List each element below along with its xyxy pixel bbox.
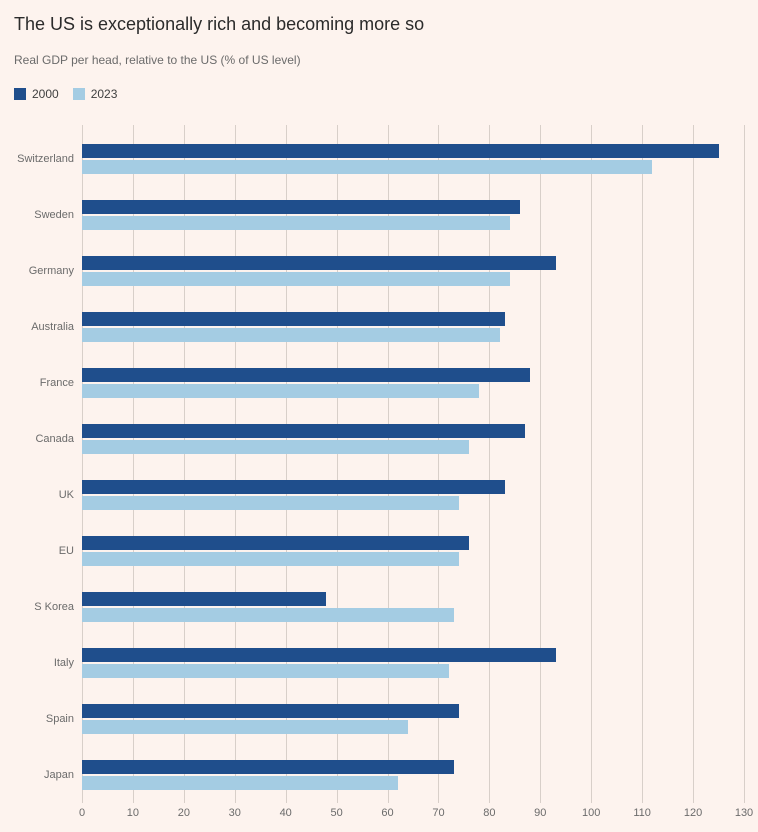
legend: 2000 2023	[14, 87, 744, 101]
gridline	[744, 125, 745, 803]
legend-swatch-2023	[73, 88, 85, 100]
legend-label-2000: 2000	[32, 87, 59, 101]
x-tick-label: 60	[381, 807, 393, 819]
bar-group	[82, 355, 744, 411]
y-tick-label: EU	[59, 545, 74, 557]
bar-2000	[82, 648, 556, 662]
y-tick-label: France	[40, 377, 74, 389]
bar-2023	[82, 776, 398, 790]
y-tick-label: Canada	[35, 433, 74, 445]
x-tick-label: 130	[735, 807, 753, 819]
bar-2000	[82, 592, 326, 606]
bar-group	[82, 691, 744, 747]
y-tick-label: Sweden	[34, 209, 74, 221]
bar-2023	[82, 160, 652, 174]
bar-group	[82, 411, 744, 467]
y-tick-label: S Korea	[34, 601, 74, 613]
x-tick-label: 80	[483, 807, 495, 819]
bar-2023	[82, 664, 449, 678]
plot-area: Switzerland Sweden Germany Australia France C…	[14, 125, 744, 805]
bar-2023	[82, 384, 479, 398]
x-tick-label: 110	[633, 807, 651, 819]
chart-container: The US is exceptionally rich and becomin…	[0, 0, 758, 832]
x-tick-label: 0	[79, 807, 85, 819]
chart-subtitle: Real GDP per head, relative to the US (%…	[14, 53, 744, 67]
bar-2000	[82, 368, 530, 382]
bar-2000	[82, 312, 505, 326]
bar-group	[82, 579, 744, 635]
bar-group	[82, 187, 744, 243]
y-tick-label: UK	[59, 489, 74, 501]
y-tick-label: Japan	[44, 769, 74, 781]
bar-2023	[82, 720, 408, 734]
bar-group	[82, 635, 744, 691]
bar-2000	[82, 536, 469, 550]
bar-2023	[82, 496, 459, 510]
bar-2023	[82, 440, 469, 454]
x-tick-label: 10	[127, 807, 139, 819]
y-axis-labels: Switzerland Sweden Germany Australia France C…	[14, 125, 82, 805]
x-tick-label: 30	[229, 807, 241, 819]
bar-2000	[82, 200, 520, 214]
bar-2000	[82, 424, 525, 438]
bar-2000	[82, 144, 719, 158]
x-tick-label: 100	[582, 807, 600, 819]
bar-2000	[82, 704, 459, 718]
x-axis: 0102030405060708090100110120130	[82, 803, 744, 823]
y-tick-label: Germany	[29, 265, 74, 277]
bar-group	[82, 243, 744, 299]
bar-group	[82, 523, 744, 579]
bar-group	[82, 467, 744, 523]
x-tick-label: 90	[534, 807, 546, 819]
bar-2023	[82, 216, 510, 230]
bar-group	[82, 747, 744, 803]
legend-label-2023: 2023	[91, 87, 118, 101]
y-tick-label: Italy	[54, 657, 74, 669]
bar-2023	[82, 272, 510, 286]
bar-2023	[82, 552, 459, 566]
x-tick-label: 50	[330, 807, 342, 819]
bar-group	[82, 131, 744, 187]
bar-group	[82, 299, 744, 355]
x-tick-label: 120	[684, 807, 702, 819]
bar-2000	[82, 760, 454, 774]
y-tick-label: Switzerland	[17, 153, 74, 165]
bar-2023	[82, 328, 500, 342]
bar-2023	[82, 608, 454, 622]
chart-title: The US is exceptionally rich and becomin…	[14, 14, 744, 35]
x-tick-label: 70	[432, 807, 444, 819]
y-tick-label: Spain	[46, 713, 74, 725]
x-tick-label: 20	[178, 807, 190, 819]
bar-2000	[82, 256, 556, 270]
x-tick-label: 40	[280, 807, 292, 819]
legend-swatch-2000	[14, 88, 26, 100]
y-tick-label: Australia	[31, 321, 74, 333]
bars-area: 0102030405060708090100110120130	[82, 125, 744, 805]
bar-2000	[82, 480, 505, 494]
